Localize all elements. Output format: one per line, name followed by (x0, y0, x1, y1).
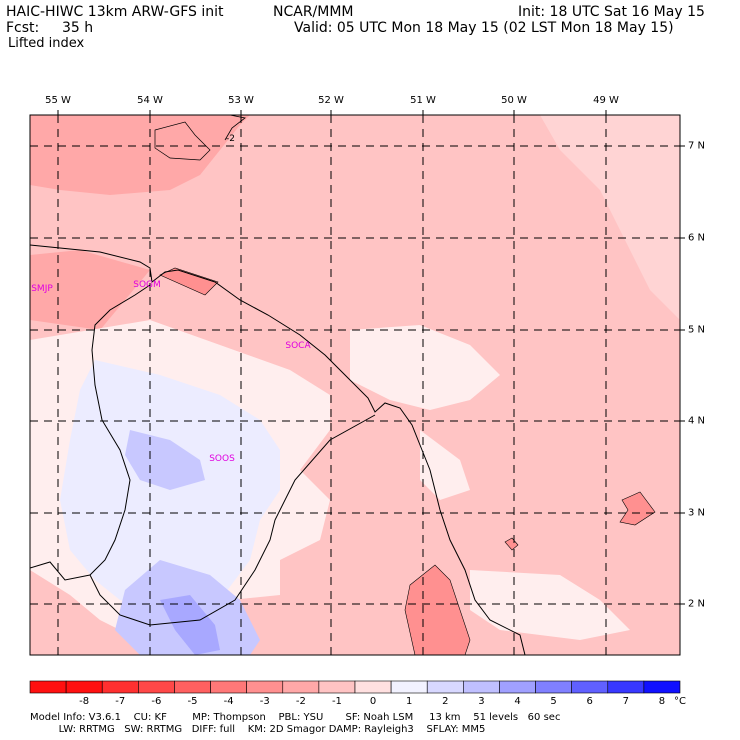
colorbar-swatch (282, 680, 320, 694)
colorbar-tick-label: 1 (405, 696, 413, 707)
init-time: Init: 18 UTC Sat 16 May 15 (518, 4, 705, 20)
lat-label-2n: 2 N (688, 598, 706, 610)
colorbar-tick-label: -3 (259, 696, 270, 707)
colorbar-tick-label: -4 (223, 696, 234, 707)
org-label: NCAR/MMM (273, 4, 354, 20)
lon-label-54w: 54 W (137, 95, 163, 106)
shade-li-minus3-dot (504, 537, 519, 551)
colorbar-swatch (390, 680, 428, 694)
colorbar-swatch (535, 680, 572, 694)
station-smjp: SMJP (31, 284, 53, 294)
contour-label: -2 (226, 134, 235, 144)
model-info-line2: LW: RRTMG SW: RRTMG DIFF: full KM: 2D Sm… (30, 724, 486, 735)
colorbar-swatch (246, 680, 284, 694)
station-sogm: SOGM (133, 280, 161, 290)
contour-minus2-closed (154, 121, 211, 161)
lon-label-51w: 51 W (410, 95, 436, 106)
colorbar-tick-label: 7 (622, 696, 630, 707)
colorbar-tick-label: -5 (187, 696, 198, 707)
colorbar (29, 680, 681, 694)
colorbar-tick-label: -7 (115, 696, 126, 707)
shade-li-0-coast (350, 325, 500, 410)
shade-ne (540, 115, 680, 320)
station-soca: SOCA (285, 341, 311, 351)
colorbar-swatch (138, 680, 175, 694)
colorbar-swatch (101, 680, 139, 694)
coastline (30, 244, 526, 655)
colorbar-tick-label: 5 (550, 696, 557, 707)
lat-label-3n: 3 N (688, 507, 706, 519)
shade-li-0-east (420, 430, 470, 500)
colorbar-swatch (174, 680, 211, 694)
forecast-hours: 35 h (62, 20, 94, 36)
axis-ticks (57, 110, 685, 605)
colorbar-tick-label: 4 (514, 696, 521, 707)
lon-label-50w: 50 W (501, 95, 527, 106)
forecast-label: Fcst: (6, 20, 40, 36)
lon-label-53w: 53 W (228, 95, 254, 106)
shade-li-minus3-coast (159, 267, 219, 296)
shade-li-minus3-east (619, 491, 656, 526)
colorbar-tick-label: 3 (478, 696, 485, 707)
lat-label-6n: 6 N (688, 232, 706, 244)
colorbar-tick-label: 8 (658, 696, 666, 707)
station-soos: SOOS (209, 454, 235, 464)
shade-li-3-south (160, 595, 220, 655)
colorbar-swatch (29, 680, 67, 694)
contour-minus2-north (224, 115, 246, 141)
colorbar-tick-label: -8 (79, 696, 90, 707)
lat-label-5n: 5 N (688, 324, 706, 336)
colorbar-swatch (426, 680, 464, 694)
model-title: HAIC-HIWC 13km ARW-GFS init (6, 4, 224, 20)
shade-li-minus2-west (30, 250, 150, 330)
colorbar-swatch (210, 680, 247, 694)
shade-li-minus3-se (404, 564, 471, 655)
colorbar-tick-label: 6 (586, 696, 593, 707)
border-suriname-guiana (89, 284, 376, 626)
colorbar-swatch (571, 680, 609, 694)
model-info-line1: Model Info: V3.6.1 CU: KF MP: Thompson P… (30, 712, 561, 723)
colorbar-tick-label: 0 (369, 696, 377, 707)
valid-time: Valid: 05 UTC Mon 18 May 15 (02 LST Mon … (294, 20, 674, 36)
map-frame (29, 114, 681, 656)
colorbar-tick-label: -2 (295, 696, 306, 707)
colorbar-swatch (318, 680, 356, 694)
colorbar-unit: °C (674, 696, 686, 707)
field-name: Lifted index (8, 36, 85, 51)
shade-li-0-se (470, 570, 630, 640)
colorbar-swatch (607, 680, 645, 694)
colorbar-swatch (65, 680, 103, 694)
colorbar-swatch (643, 680, 681, 694)
colorbar-swatch (354, 680, 392, 694)
colorbar-tick-label: -6 (151, 696, 162, 707)
colorbar-swatch (499, 680, 536, 694)
lat-label-4n: 4 N (688, 415, 706, 427)
lat-label-7n: 7 N (688, 140, 706, 152)
colorbar-tick-label: 2 (442, 696, 449, 707)
lon-label-49w: 49 W (593, 95, 619, 106)
lat-lon-grid (30, 115, 680, 655)
lon-label-52w: 52 W (318, 95, 344, 106)
lon-label-55w: 55 W (45, 95, 71, 106)
colorbar-tick-label: -1 (331, 696, 342, 707)
colorbar-swatch (463, 680, 500, 694)
shade-li-2 (125, 430, 205, 490)
